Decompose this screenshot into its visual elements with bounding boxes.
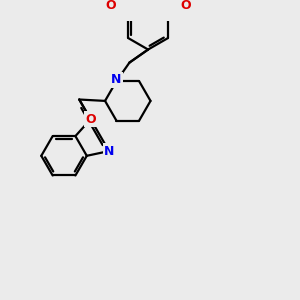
Text: O: O	[85, 113, 96, 126]
Text: N: N	[111, 73, 122, 86]
Text: O: O	[105, 0, 116, 12]
Text: N: N	[104, 145, 114, 158]
Text: O: O	[180, 0, 191, 12]
